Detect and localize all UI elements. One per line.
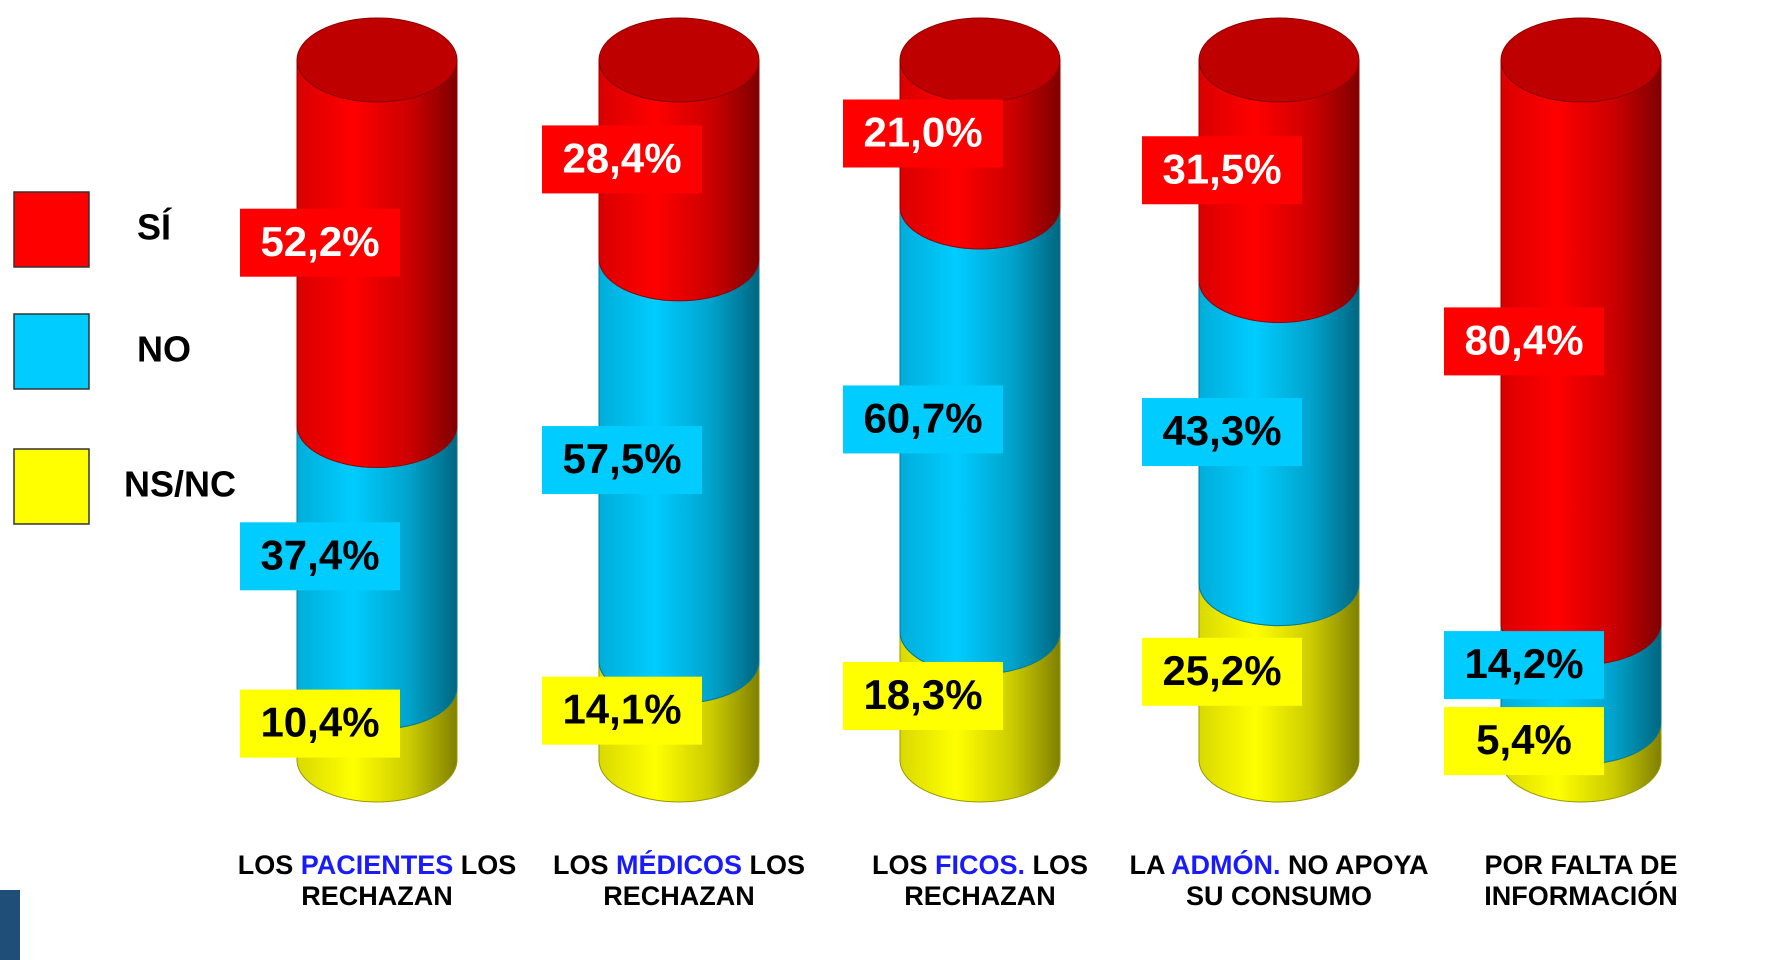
value-label: 14,1% xyxy=(562,686,681,733)
value-label-box xyxy=(542,676,702,745)
category-label: LOS FICOS. LOS RECHAZAN xyxy=(830,850,1130,912)
cylinder-top xyxy=(1198,17,1360,103)
category-text: LOS xyxy=(552,850,616,880)
category-text: FICOS. xyxy=(934,850,1025,880)
legend-label: NS/NC xyxy=(124,464,236,505)
value-label-box xyxy=(1444,631,1604,700)
category-text: PACIENTES xyxy=(300,850,454,880)
value-label-box xyxy=(542,426,702,495)
value-label-box xyxy=(240,522,400,591)
value-label-box xyxy=(843,99,1003,168)
value-label-box xyxy=(1142,398,1302,467)
value-label: 31,5% xyxy=(1162,145,1281,192)
value-label: 43,3% xyxy=(1162,407,1281,454)
category-text: MÉDICOS xyxy=(615,850,742,880)
value-label: 10,4% xyxy=(260,699,379,746)
category-text: POR FALTA DE INFORMACIÓN xyxy=(1484,850,1678,912)
decoration xyxy=(0,890,20,960)
value-label-box xyxy=(843,661,1003,730)
value-label: 52,2% xyxy=(260,218,379,265)
value-label: 14,2% xyxy=(1464,640,1583,687)
value-label-box xyxy=(240,208,400,277)
value-label-box xyxy=(240,689,400,758)
cylinder-top xyxy=(598,17,760,103)
category-text: LOS xyxy=(237,850,301,880)
category-label: LOS MÉDICOS LOS RECHAZAN xyxy=(529,850,829,912)
legend-label: NO xyxy=(137,329,191,370)
cylinder-top xyxy=(899,17,1061,103)
value-label: 5,4% xyxy=(1476,716,1572,763)
category-label: LA ADMÓN. NO APOYA SU CONSUMO xyxy=(1129,850,1429,912)
value-label-box xyxy=(1142,136,1302,205)
value-label: 57,5% xyxy=(562,435,681,482)
cylinder-top xyxy=(296,17,458,103)
value-label-box xyxy=(542,125,702,194)
value-label: 21,0% xyxy=(863,109,982,156)
category-text: LOS RECHAZAN xyxy=(603,850,806,912)
category-text: NO APOYA SU CONSUMO xyxy=(1185,850,1429,912)
value-label: 25,2% xyxy=(1162,647,1281,694)
category-text: LA xyxy=(1129,850,1171,880)
legend-swatch xyxy=(13,448,90,525)
value-label-box xyxy=(1444,707,1604,776)
category-label: POR FALTA DE INFORMACIÓN xyxy=(1431,850,1731,912)
category-text: LOS RECHAZAN xyxy=(904,850,1089,912)
value-label: 18,3% xyxy=(863,671,982,718)
value-label: 80,4% xyxy=(1464,316,1583,363)
category-text: ADMÓN. xyxy=(1170,850,1281,880)
legend-swatch xyxy=(13,313,90,390)
category-text: LOS xyxy=(871,850,935,880)
value-label-box xyxy=(843,385,1003,454)
category-text: LOS RECHAZAN xyxy=(301,850,517,912)
value-label-box xyxy=(1444,307,1604,376)
cylinder-top xyxy=(1500,17,1662,103)
value-label: 37,4% xyxy=(260,531,379,578)
category-label: LOS PACIENTES LOS RECHAZAN xyxy=(227,850,527,912)
legend-swatch xyxy=(13,191,90,268)
value-label: 60,7% xyxy=(863,395,982,442)
value-label-box xyxy=(1142,637,1302,706)
legend-label: SÍ xyxy=(137,207,172,248)
value-label: 28,4% xyxy=(562,134,681,181)
